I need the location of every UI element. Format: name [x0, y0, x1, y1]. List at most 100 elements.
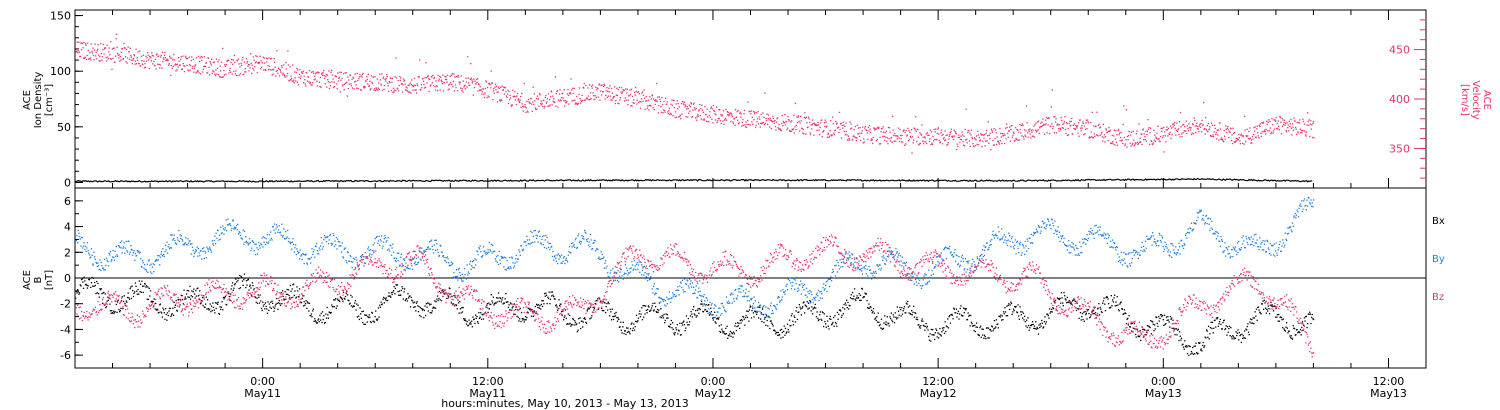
velocity-point: [420, 84, 422, 86]
velocity-point: [967, 131, 969, 134]
velocity-point: [318, 71, 320, 74]
b-point: [664, 319, 666, 322]
b-point: [1299, 331, 1301, 334]
b-point: [76, 292, 78, 294]
b-point: [1188, 345, 1191, 347]
velocity-point: [321, 74, 324, 76]
velocity-point: [594, 98, 596, 100]
b-point: [797, 311, 799, 313]
b-point: [1301, 321, 1304, 323]
velocity-point: [921, 124, 923, 126]
b-point: [184, 242, 186, 244]
velocity-point: [687, 108, 689, 110]
b-point: [751, 309, 753, 312]
b-point: [221, 301, 223, 303]
velocity-point: [1081, 125, 1083, 127]
b-point: [392, 291, 394, 293]
b-point: [966, 318, 969, 321]
b-point: [1210, 321, 1212, 323]
b-point: [91, 276, 93, 279]
velocity-point: [959, 138, 962, 140]
b-point: [217, 229, 219, 232]
velocity-point: [792, 128, 794, 130]
b-point: [200, 302, 202, 304]
velocity-point: [511, 104, 513, 106]
velocity-point: [434, 86, 436, 88]
velocity-point: [189, 64, 191, 66]
velocity-point: [236, 60, 239, 62]
b-point: [1092, 313, 1094, 315]
velocity-point: [752, 111, 755, 113]
b-point: [341, 298, 343, 301]
b-point: [352, 305, 355, 307]
velocity-point: [1091, 136, 1093, 138]
velocity-point: [874, 129, 876, 131]
b-point: [1131, 330, 1133, 332]
velocity-point: [719, 120, 721, 122]
b-point: [260, 243, 262, 245]
b-point: [1137, 335, 1139, 338]
velocity-point: [1230, 139, 1233, 142]
velocity-point: [341, 77, 343, 80]
b-point: [1165, 322, 1167, 325]
velocity-point: [441, 81, 443, 83]
b-point: [233, 287, 235, 289]
velocity-point: [406, 87, 408, 89]
b-point: [230, 229, 232, 232]
velocity-point: [999, 140, 1001, 142]
velocity-point: [586, 98, 588, 100]
velocity-point: [327, 81, 329, 83]
velocity-point: [360, 89, 363, 91]
velocity-point: [1027, 136, 1029, 138]
velocity-point: [552, 100, 554, 102]
velocity-point: [437, 89, 439, 92]
b-point: [247, 279, 249, 281]
b-point: [717, 317, 719, 319]
b-point: [149, 271, 152, 273]
b-point: [446, 261, 448, 264]
velocity-point: [1053, 132, 1056, 134]
b-point: [237, 223, 239, 226]
b-point: [496, 261, 498, 263]
b-point: [1017, 304, 1019, 306]
b-point: [1187, 345, 1189, 347]
velocity-point: [85, 43, 87, 45]
velocity-point: [108, 47, 110, 49]
velocity-point: [160, 54, 162, 56]
b-point: [968, 314, 971, 316]
b-point: [553, 259, 555, 261]
velocity-point: [266, 61, 268, 63]
b-point: [216, 237, 218, 239]
velocity-point: [983, 133, 986, 136]
b-point: [574, 320, 576, 322]
velocity-point: [1256, 128, 1258, 130]
velocity-point: [909, 135, 912, 138]
velocity-point: [935, 128, 937, 130]
velocity-point: [1145, 140, 1147, 142]
velocity-point: [726, 111, 728, 113]
b-point: [243, 230, 246, 232]
b-point: [349, 254, 351, 257]
b-point: [595, 303, 597, 305]
b-point: [130, 297, 133, 300]
velocity-point: [897, 127, 900, 129]
b-point: [851, 291, 854, 294]
b-point: [126, 296, 129, 299]
velocity-point: [1215, 133, 1217, 136]
velocity-point: [645, 100, 647, 102]
velocity-point: [148, 59, 150, 61]
b-point: [1259, 311, 1261, 313]
b-point: [452, 276, 454, 278]
velocity-point: [526, 100, 528, 102]
b-point: [393, 257, 395, 260]
b-point: [1281, 319, 1283, 321]
velocity-point: [1052, 128, 1054, 130]
b-point: [619, 326, 621, 328]
b-point: [232, 220, 234, 222]
b-point: [348, 260, 351, 262]
velocity-point: [676, 116, 678, 118]
b-point: [666, 317, 668, 319]
velocity-point: [1182, 132, 1184, 134]
velocity-point: [1304, 134, 1307, 136]
b-point: [508, 268, 510, 270]
